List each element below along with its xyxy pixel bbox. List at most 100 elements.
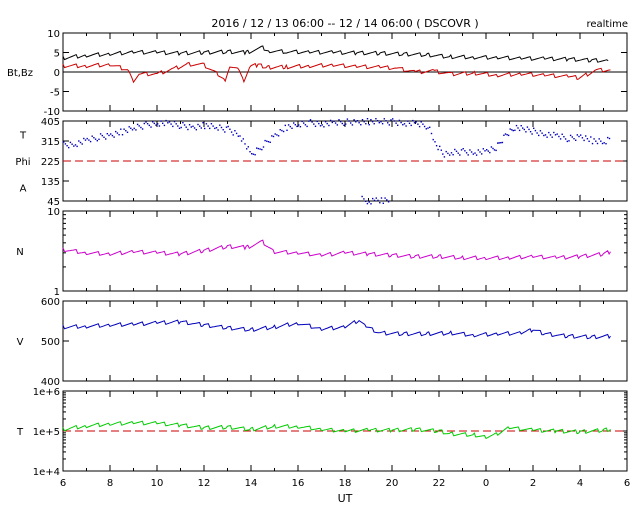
data-point xyxy=(366,202,369,205)
data-point xyxy=(131,129,134,131)
data-point xyxy=(363,121,365,123)
data-point xyxy=(276,134,278,136)
data-point xyxy=(460,149,463,151)
data-point xyxy=(120,128,122,130)
data-point xyxy=(576,134,578,136)
data-point xyxy=(111,134,114,137)
data-point xyxy=(153,122,155,125)
data-point xyxy=(121,134,124,136)
data-point xyxy=(435,145,438,147)
series-line-V xyxy=(62,319,611,340)
data-point xyxy=(197,123,199,126)
data-point xyxy=(269,141,271,143)
data-point xyxy=(358,122,360,124)
data-point xyxy=(440,149,442,151)
data-point xyxy=(553,131,555,134)
data-point xyxy=(141,128,144,130)
data-point xyxy=(336,124,338,126)
data-point xyxy=(318,122,320,125)
data-point xyxy=(548,131,550,134)
data-point xyxy=(170,123,172,125)
y-tick-label: 1 xyxy=(54,287,60,298)
data-point xyxy=(376,120,379,122)
data-point xyxy=(361,119,364,121)
data-point xyxy=(410,124,412,127)
x-tick-label: 4 xyxy=(577,478,583,489)
data-point xyxy=(140,126,142,129)
y-tick-label: 1e+6 xyxy=(33,387,60,398)
data-point xyxy=(442,153,444,155)
data-point xyxy=(402,124,404,126)
series-line-T xyxy=(62,420,611,440)
data-point xyxy=(596,142,599,145)
data-point xyxy=(175,123,177,125)
data-point xyxy=(379,202,381,204)
data-point xyxy=(493,149,496,151)
data-point xyxy=(308,120,310,122)
data-point xyxy=(439,145,441,148)
x-axis-label: UT xyxy=(338,492,353,505)
y-tick-label: 1e+4 xyxy=(33,467,60,478)
data-point xyxy=(434,141,436,143)
data-point xyxy=(486,149,488,151)
data-point xyxy=(145,121,147,123)
panel-frame xyxy=(62,210,628,292)
data-point xyxy=(321,124,323,126)
data-point xyxy=(303,122,305,124)
data-point xyxy=(173,120,176,123)
y-tick-label: 10 xyxy=(47,207,60,218)
data-point xyxy=(168,121,171,123)
data-point xyxy=(353,119,355,121)
data-point xyxy=(130,127,132,129)
data-point xyxy=(600,140,602,142)
data-point xyxy=(199,125,201,127)
data-point xyxy=(495,149,497,152)
y-tick-label: -5 xyxy=(50,88,60,99)
data-point xyxy=(412,119,414,122)
data-point xyxy=(386,199,388,201)
data-point xyxy=(88,139,90,141)
chart-title: 2016 / 12 / 13 06:00 -- 12 / 14 06:00 ( … xyxy=(211,17,478,30)
data-point xyxy=(314,125,317,127)
data-point xyxy=(546,136,548,138)
data-point xyxy=(454,148,456,151)
x-tick-label: 12 xyxy=(198,478,211,489)
data-point xyxy=(192,125,194,127)
data-point xyxy=(91,135,93,137)
data-point xyxy=(252,153,255,155)
data-point xyxy=(551,136,553,138)
data-point xyxy=(608,137,611,140)
data-point xyxy=(534,129,537,132)
data-point xyxy=(504,133,507,135)
data-point xyxy=(590,136,592,138)
data-point xyxy=(455,150,458,152)
data-point xyxy=(443,156,446,158)
x-tick-label: 16 xyxy=(292,478,305,489)
data-point xyxy=(101,134,103,137)
data-point xyxy=(601,142,604,145)
data-point xyxy=(558,135,560,138)
data-point xyxy=(205,123,208,125)
data-point xyxy=(246,148,248,150)
data-point xyxy=(603,142,605,144)
data-point xyxy=(462,148,464,150)
data-point xyxy=(437,148,439,151)
data-point xyxy=(511,129,513,131)
data-point xyxy=(264,139,266,142)
data-point xyxy=(514,129,516,131)
data-point xyxy=(346,118,349,120)
data-point xyxy=(108,134,110,137)
data-point xyxy=(459,154,461,156)
data-point xyxy=(83,137,85,140)
y-axis-label: Bt,Bz xyxy=(7,68,33,79)
data-point xyxy=(413,122,416,124)
data-point xyxy=(578,135,580,138)
y-axis-label: N xyxy=(16,247,23,258)
data-point xyxy=(509,128,511,130)
data-point xyxy=(96,140,98,142)
data-point xyxy=(482,148,484,150)
data-point xyxy=(63,141,65,143)
data-point xyxy=(561,133,563,135)
panels: -10 -5 0 5 10 Bt,Bz 45 135 225 315 405 T Phi A 1 10 N 400… xyxy=(7,29,628,478)
data-point xyxy=(429,126,431,128)
